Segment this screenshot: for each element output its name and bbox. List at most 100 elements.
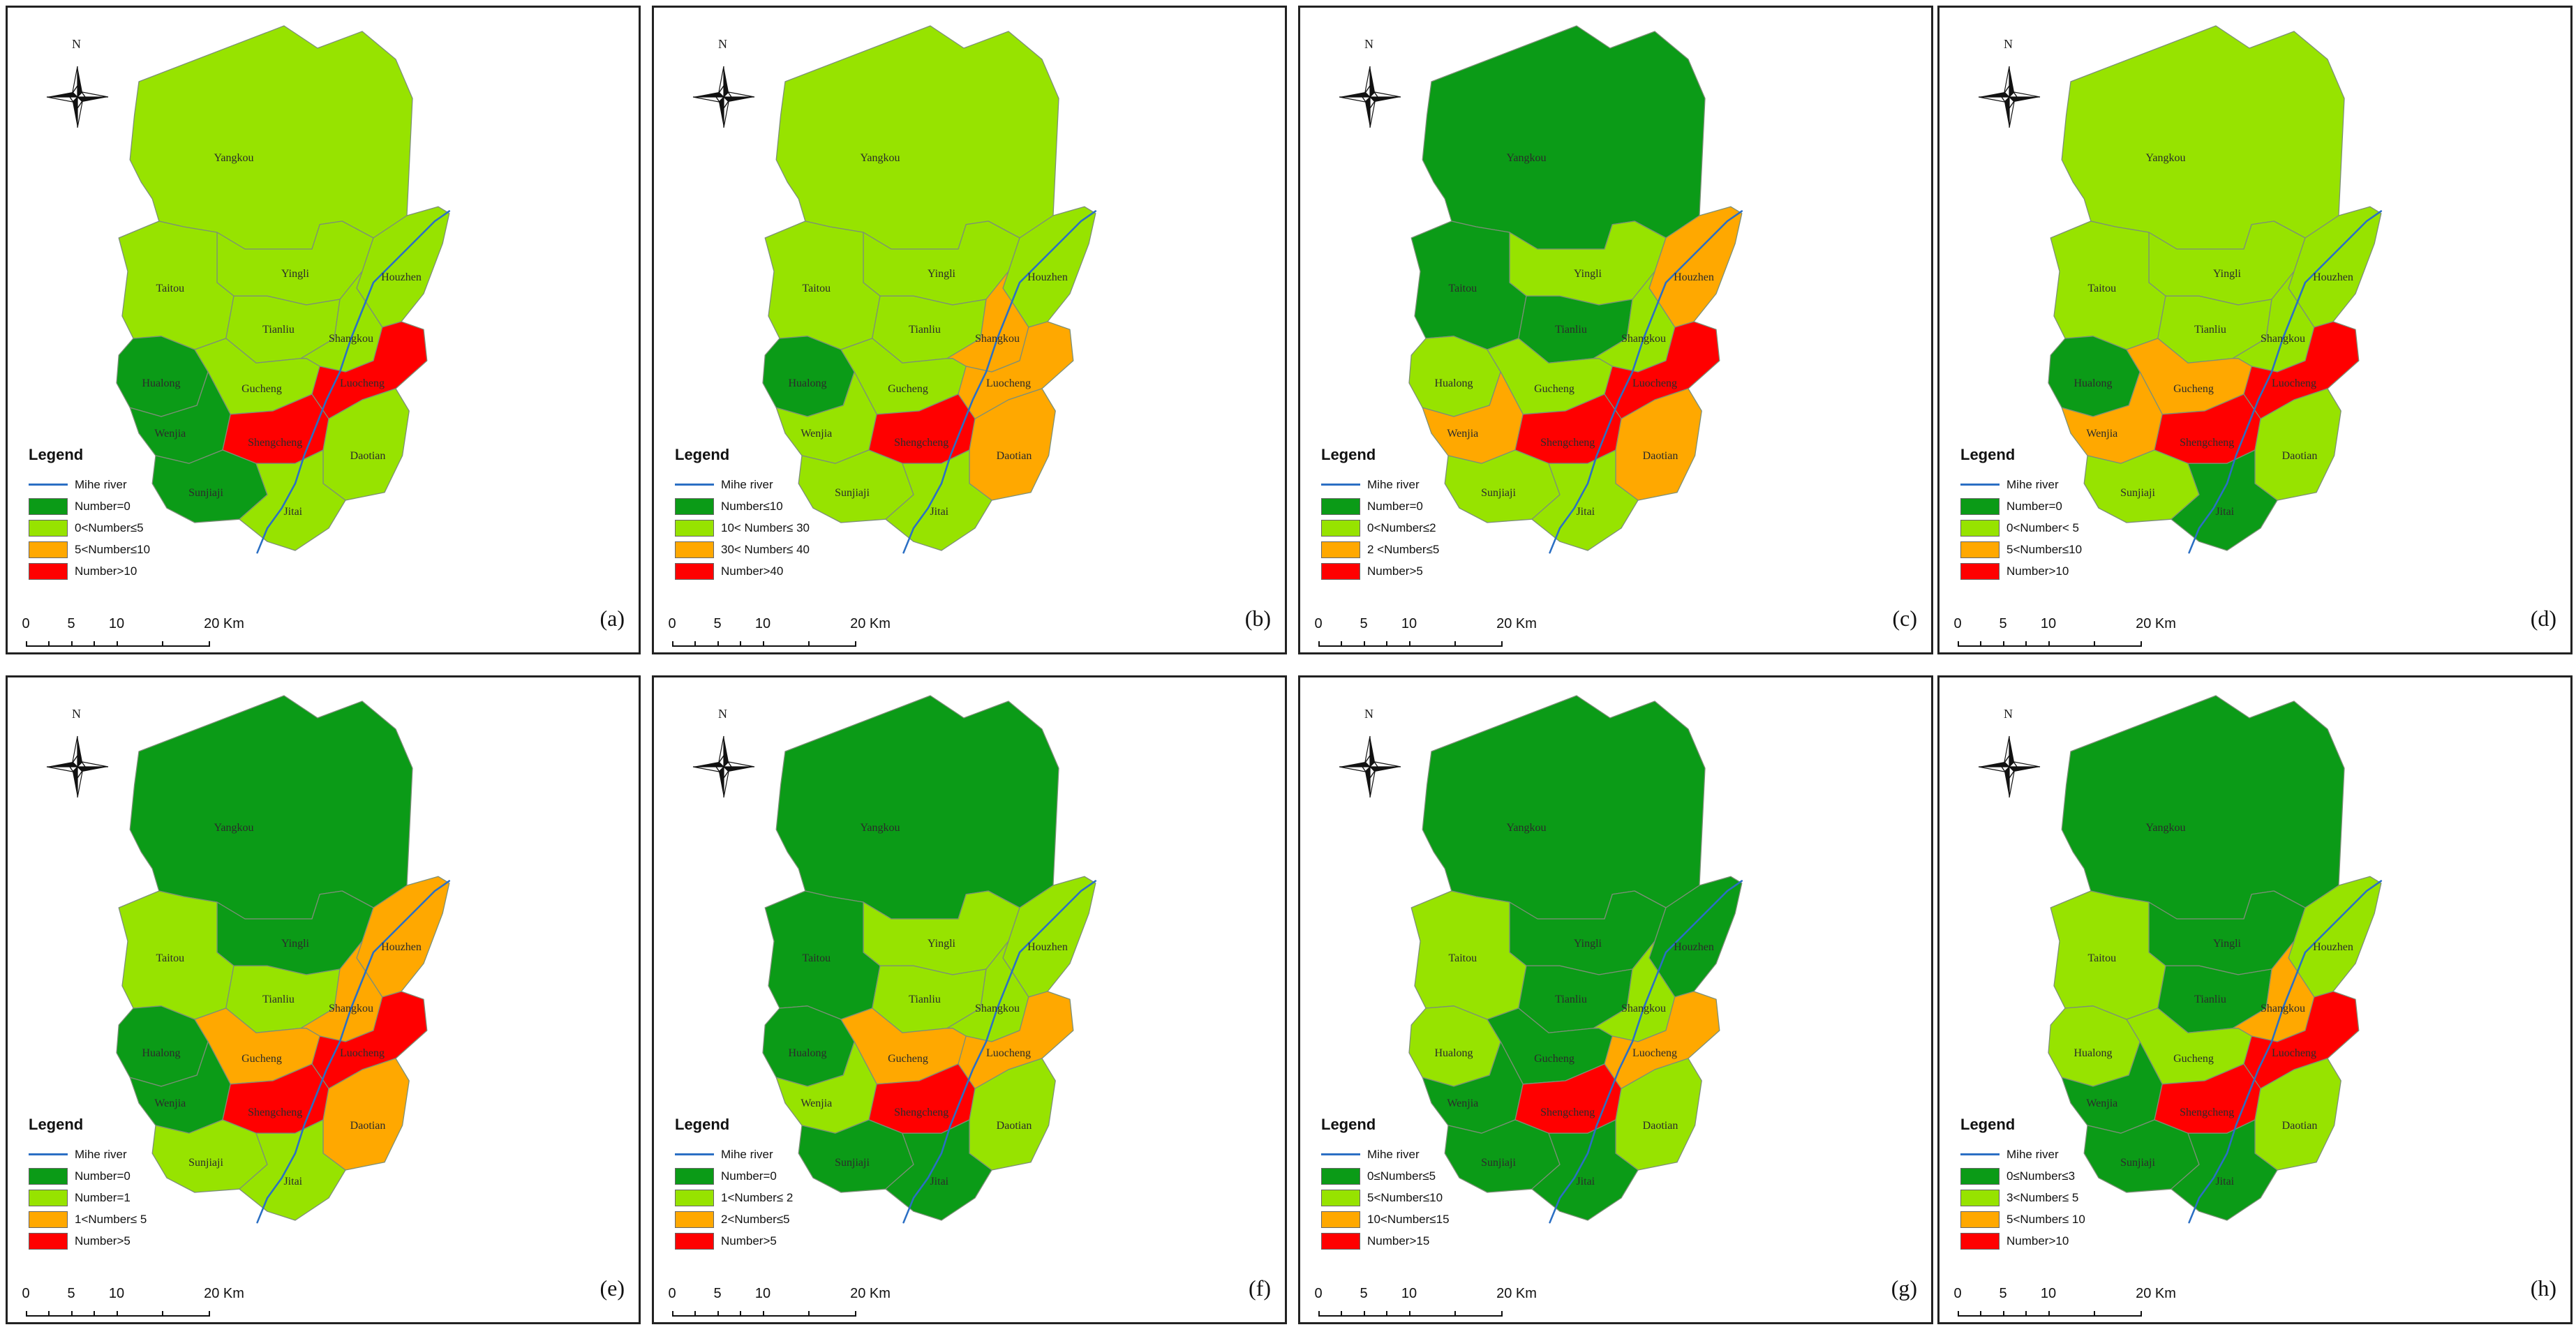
scale-label: 20 Km	[850, 616, 891, 631]
scale-tick	[717, 641, 719, 647]
legend: Legend Mihe river 0≤Number≤3 3<Number≤ 5 5<N…	[1960, 1116, 2085, 1252]
scale-tick	[1409, 641, 1410, 647]
legend-label: Number=0	[2007, 499, 2062, 513]
legend-row: Number>10	[1960, 560, 2082, 582]
legend-title: Legend	[1321, 446, 1376, 463]
legend-label: Number=0	[75, 499, 131, 513]
region-label-sunjiaji: Sunjiaji	[835, 487, 870, 499]
legend-row: Number=0	[29, 1165, 147, 1187]
legend: Legend Mihe river Number=0 Number=1 1<Number…	[29, 1116, 147, 1252]
river-line-icon	[1960, 484, 2000, 486]
north-arrow-icon	[46, 66, 109, 128]
scale-bar: 0 5 10 20 Km	[668, 1286, 891, 1319]
region-label-yangkou: Yangkou	[214, 822, 253, 834]
region-label-hualong: Hualong	[788, 1047, 826, 1059]
scale-tick	[1980, 641, 1981, 647]
north-label: N	[1364, 707, 1373, 721]
region-label-hualong: Hualong	[1434, 1047, 1473, 1059]
region-label-gucheng: Gucheng	[241, 1053, 282, 1065]
legend-river-label: Mihe river	[1367, 477, 1420, 491]
region-label-luocheng: Luocheng	[340, 1047, 385, 1059]
scale-tick	[1386, 641, 1387, 647]
river-line-icon	[675, 484, 714, 486]
scale-bar-line	[1318, 1311, 1503, 1317]
scale-tick	[2003, 641, 2004, 647]
scale-label: 0	[1314, 1286, 1323, 1301]
legend-title: Legend	[1960, 1116, 2016, 1133]
region-label-shengcheng: Shengcheng	[1540, 1107, 1595, 1118]
choropleth-map: Yangkou Yingli Taitou Tianliu Houzhen Shangko…	[1978, 25, 2383, 554]
scale-bar: 0 5 10 20 Km	[1953, 1286, 2176, 1319]
panel-label: (b)	[1244, 606, 1271, 631]
region-label-yangkou: Yangkou	[1506, 152, 1546, 164]
mihe-river-line	[902, 210, 1097, 554]
legend-label: 2 <Number≤5	[1367, 542, 1440, 556]
region-label-yingli: Yingli	[1574, 938, 1602, 950]
legend-row: Number>5	[675, 1230, 793, 1252]
region-label-taitou: Taitou	[156, 283, 184, 294]
legend-label: 10<Number≤15	[1367, 1212, 1450, 1226]
north-label: N	[718, 37, 727, 51]
region-label-luocheng: Luocheng	[1632, 1047, 1677, 1059]
region-jitai	[885, 449, 992, 551]
region-label-taitou: Taitou	[1448, 952, 1477, 964]
legend-row: 10< Number≤ 30	[675, 517, 810, 539]
legend-label: Number>5	[75, 1234, 131, 1248]
region-yangkou	[775, 695, 1059, 920]
region-label-taitou: Taitou	[1448, 283, 1477, 294]
legend-row: 0≤Number≤5	[1321, 1165, 1450, 1187]
region-label-shangkou: Shangkou	[329, 1003, 373, 1014]
region-label-wenjia: Wenjia	[2086, 1097, 2117, 1109]
legend-row-river: Mihe river	[29, 474, 150, 495]
region-jitai	[239, 449, 346, 551]
region-label-shengcheng: Shengcheng	[894, 1107, 948, 1118]
region-label-luocheng: Luocheng	[340, 377, 385, 389]
scale-label: 10	[108, 616, 125, 631]
region-label-tianliu: Tianliu	[2194, 994, 2226, 1005]
legend-swatch	[1321, 562, 1360, 580]
region-label-taitou: Taitou	[2087, 952, 2116, 964]
scale-label: 20 Km	[1496, 1286, 1537, 1301]
legend-label: 5<Number≤10	[1367, 1190, 1443, 1204]
region-label-sunjiaji: Sunjiaji	[2120, 487, 2155, 499]
north-label: N	[72, 707, 81, 721]
scale-label: 10	[754, 616, 771, 631]
scale-bar-line	[26, 641, 210, 647]
scale-tick	[71, 641, 73, 647]
north-arrow-icon	[1978, 66, 2041, 128]
legend-swatch	[1960, 1211, 2000, 1228]
legend-label: Number>10	[2007, 564, 2069, 578]
legend-swatch	[1960, 519, 2000, 537]
region-label-hualong: Hualong	[2074, 1047, 2112, 1059]
region-label-wenjia: Wenjia	[154, 428, 186, 440]
scale-tick	[808, 641, 810, 647]
region-yangkou	[1422, 695, 1706, 920]
legend-row: 3<Number≤ 5	[1960, 1187, 2085, 1208]
region-label-shengcheng: Shengcheng	[248, 1107, 302, 1118]
scale-label: 5	[713, 616, 722, 631]
scale-tick	[94, 641, 95, 647]
legend-label: Number>5	[721, 1234, 777, 1248]
panel-label: (e)	[600, 1275, 625, 1301]
legend-label: 3<Number≤ 5	[2007, 1190, 2079, 1204]
legend-swatch	[29, 541, 68, 558]
legend-swatch	[29, 497, 68, 515]
legend-row-river: Mihe river	[1321, 1144, 1450, 1165]
north-arrow-icon	[1339, 735, 1401, 798]
scale-bar-line	[672, 1311, 856, 1317]
region-yangkou	[775, 25, 1059, 250]
region-label-taitou: Taitou	[156, 952, 184, 964]
scale-tick	[162, 1311, 163, 1317]
region-label-taitou: Taitou	[2087, 283, 2116, 294]
legend-swatch	[675, 541, 714, 558]
scale-tick	[763, 641, 764, 647]
scale-label: 20 Km	[204, 1286, 244, 1301]
legend-row: 30< Number≤ 40	[675, 539, 810, 560]
legend-title: Legend	[1960, 446, 2016, 463]
scale-tick	[117, 641, 118, 647]
north-arrow-icon	[692, 66, 755, 128]
legend-row: Number=0	[29, 495, 150, 517]
region-label-gucheng: Gucheng	[1534, 383, 1574, 395]
region-jitai	[1531, 1119, 1639, 1221]
